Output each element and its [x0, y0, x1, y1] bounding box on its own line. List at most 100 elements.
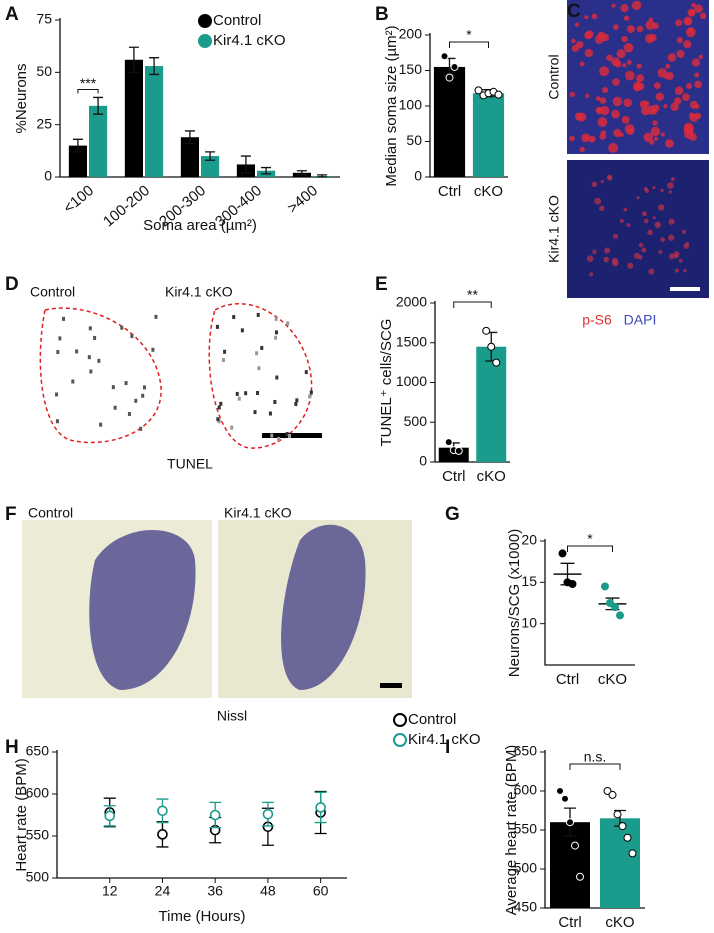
y-tick-label: 50	[406, 132, 422, 148]
annotation: **	[467, 287, 478, 303]
cell	[626, 222, 631, 227]
point	[623, 833, 632, 842]
y-tick-label: 50	[36, 63, 52, 79]
bar	[201, 156, 220, 177]
cell	[595, 106, 602, 113]
y-tick-label: 10	[521, 614, 537, 630]
cell	[253, 410, 257, 415]
cell	[217, 419, 221, 424]
cell	[611, 3, 616, 8]
x-tick-label: Ctrl	[556, 671, 579, 688]
cell	[257, 366, 261, 371]
cell	[684, 18, 691, 25]
cell	[691, 2, 696, 8]
cell	[230, 425, 234, 430]
cell	[676, 49, 685, 59]
point	[487, 342, 496, 351]
cell	[620, 4, 629, 13]
error-bar	[93, 96, 104, 115]
cell	[88, 326, 92, 331]
panel-c: C Control Kir4.1 cKO p-S6 DAPI	[546, 0, 709, 328]
x-tick-label: cKO	[477, 468, 506, 485]
cell	[641, 211, 647, 217]
cell	[654, 136, 659, 141]
scale-bar	[380, 683, 402, 688]
cell	[668, 190, 672, 194]
cell	[127, 412, 131, 417]
cell	[58, 336, 62, 341]
cell	[655, 92, 664, 101]
point	[576, 872, 584, 881]
bar	[600, 818, 640, 908]
cell	[643, 100, 650, 107]
cell	[235, 391, 239, 396]
cell	[256, 312, 260, 317]
cell	[143, 385, 147, 390]
outline	[39, 307, 162, 444]
image-label: Control	[30, 284, 75, 300]
cell	[55, 419, 59, 424]
cell	[584, 48, 594, 58]
cell	[682, 93, 690, 101]
x-tick-label: >400	[284, 182, 321, 217]
cell	[612, 259, 619, 267]
y-tick-label: 1500	[396, 333, 427, 349]
cell	[586, 255, 594, 262]
cell	[665, 139, 674, 148]
bar	[89, 105, 108, 177]
panel-letter: I	[445, 737, 450, 758]
point	[157, 829, 168, 840]
cell	[674, 268, 680, 273]
cell	[687, 27, 694, 33]
cell	[681, 229, 686, 234]
error-bar	[296, 170, 307, 176]
error-bar	[261, 166, 272, 175]
cell	[688, 132, 697, 141]
cell	[652, 216, 656, 220]
x-tick-label: 12	[102, 883, 118, 899]
image-label: Kir4.1 cKO	[546, 195, 562, 263]
cell	[633, 83, 642, 92]
x-tick-label: 24	[155, 883, 171, 899]
cell	[650, 126, 661, 137]
cell	[612, 233, 619, 240]
annotation: ***	[80, 75, 97, 91]
point	[608, 790, 617, 799]
cell	[99, 422, 103, 427]
image-label: Control	[546, 54, 562, 99]
point	[628, 849, 637, 858]
cell	[686, 82, 693, 90]
cell	[294, 402, 298, 407]
cell	[270, 433, 274, 438]
cell	[657, 204, 665, 211]
cell	[623, 207, 628, 212]
panel-letter: G	[445, 504, 460, 525]
y-tick-label: 600	[26, 785, 50, 801]
panel-f: F Control Kir4.1 cKO Nissl	[5, 504, 412, 724]
cell	[600, 179, 604, 184]
point	[482, 326, 491, 335]
cell	[285, 431, 289, 436]
point	[209, 809, 221, 821]
cell	[643, 218, 649, 224]
cell	[623, 98, 633, 108]
cell	[139, 426, 143, 431]
cell	[694, 80, 702, 89]
panel-letter: B	[375, 4, 389, 25]
cell	[256, 390, 260, 395]
point	[445, 73, 454, 82]
legend-marker	[198, 14, 212, 28]
cell	[62, 316, 66, 321]
error-bar	[317, 174, 328, 178]
cell	[636, 196, 640, 200]
cell	[571, 38, 576, 44]
cell	[633, 252, 640, 259]
cell	[260, 345, 264, 350]
error-bar	[205, 151, 216, 161]
cell	[237, 396, 241, 401]
cell	[56, 350, 60, 355]
x-tick-label: cKO	[474, 183, 503, 200]
bracket	[77, 88, 99, 94]
cell	[613, 128, 622, 138]
